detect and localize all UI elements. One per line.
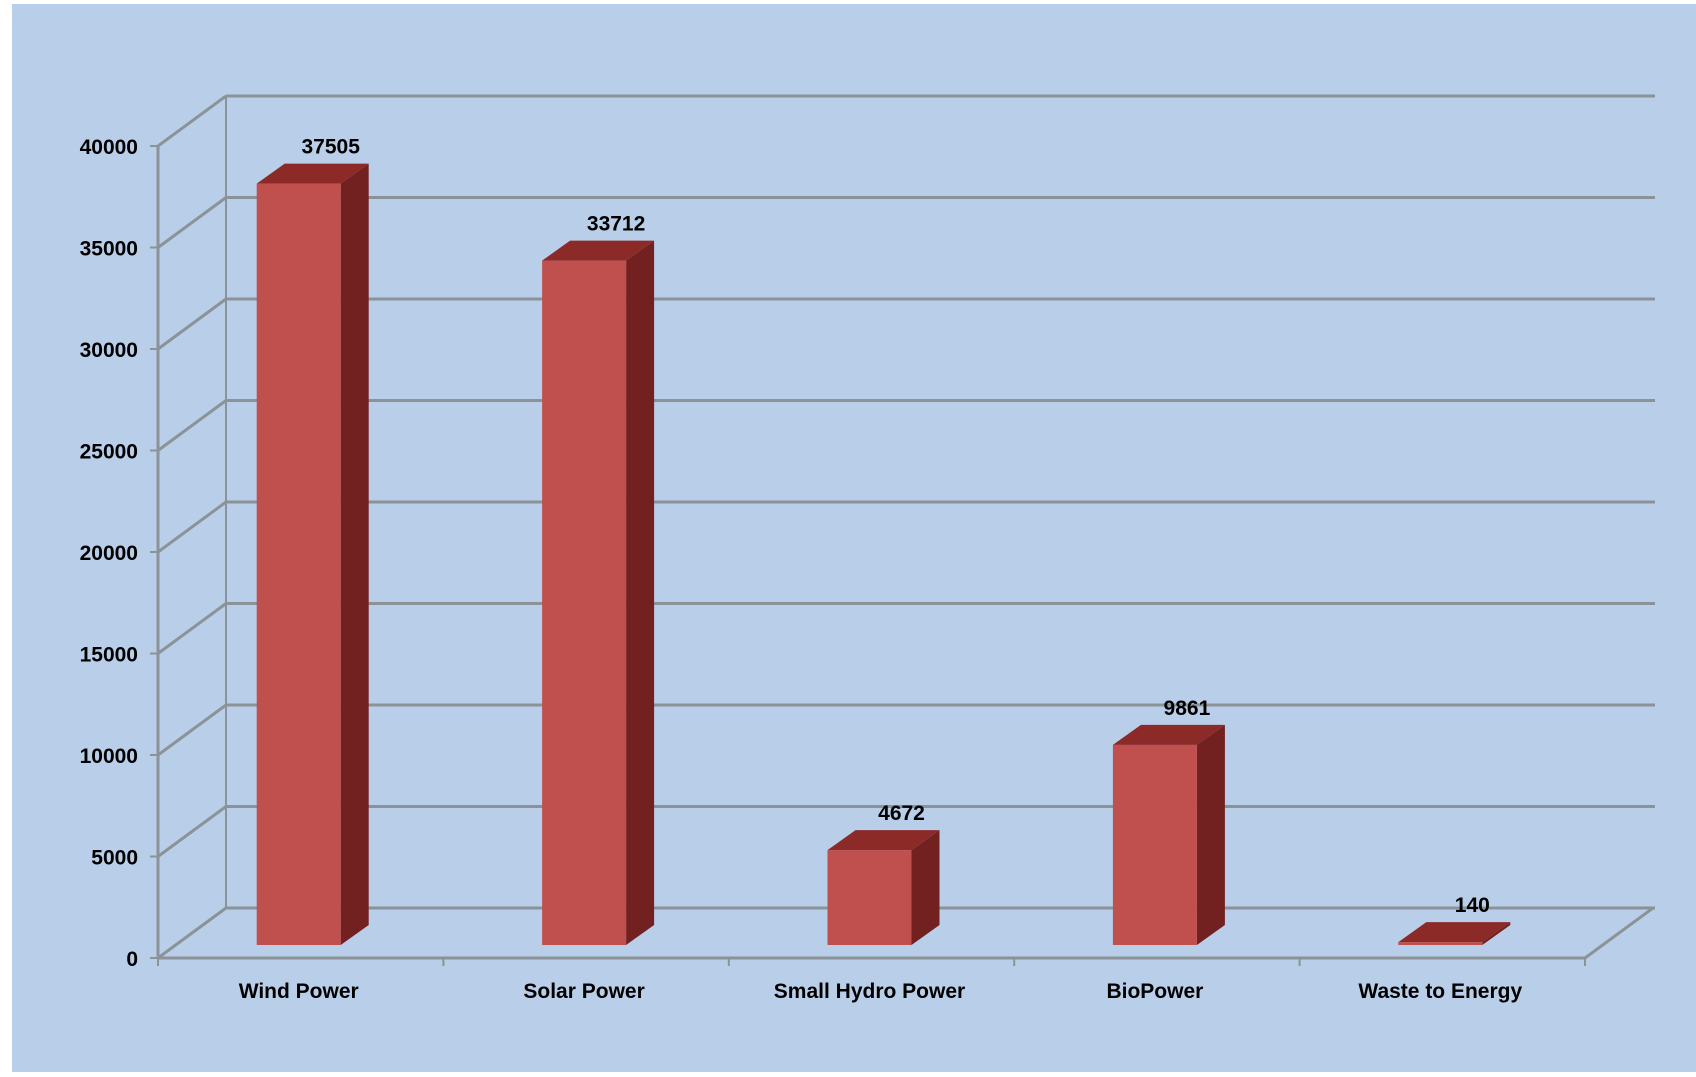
gridlines (150, 94, 1655, 966)
bar-front (256, 183, 341, 945)
bar-side (911, 830, 940, 945)
bar-side (1482, 922, 1511, 945)
bar-top (827, 830, 940, 851)
gridline-diagonal (157, 399, 227, 452)
bar-top (542, 240, 655, 261)
gridline-diagonal (157, 297, 227, 351)
bar (1398, 922, 1511, 945)
y-tick-label: 20000 (80, 542, 138, 565)
x-tick-label: Wind Power (239, 980, 359, 1003)
y-tick-label: 10000 (80, 745, 138, 768)
gridline-diagonal (157, 602, 227, 655)
x-tick-label: Small Hydro Power (774, 980, 965, 1003)
data-label: 33712 (587, 213, 645, 236)
bar-side (1196, 724, 1225, 945)
data-label: 9861 (1164, 697, 1211, 720)
y-tick-label: 0 (126, 948, 138, 971)
bar-front (542, 260, 627, 946)
gridline-diagonal (157, 196, 227, 249)
gridline-diagonal (157, 805, 227, 858)
y-tick-label: 40000 (80, 136, 138, 159)
bar-top (256, 163, 369, 184)
y-tick-label: 25000 (80, 441, 138, 464)
x-tick-label: BioPower (1106, 980, 1203, 1003)
bars (256, 163, 1511, 946)
data-label: 37505 (301, 136, 360, 159)
x-tick-label: Solar Power (523, 980, 644, 1003)
bar (827, 830, 940, 945)
bar-front (1398, 942, 1483, 945)
gridline-diagonal (157, 906, 227, 960)
bar-top (1398, 922, 1511, 943)
floor-edge (1584, 906, 1654, 960)
bar (1112, 724, 1225, 945)
bar-side (340, 163, 369, 945)
y-tick-label: 30000 (80, 339, 138, 362)
bar (542, 240, 655, 946)
gridline-diagonal (157, 94, 227, 148)
bar-front (1112, 744, 1197, 945)
data-label: 140 (1455, 894, 1490, 917)
gridline-diagonal (157, 703, 227, 757)
y-tick-label: 15000 (80, 644, 138, 667)
y-axis-labels: 0 5000 10000 15000 20000 25000 30000 35000 40000 (80, 136, 138, 971)
gridline-diagonal (157, 500, 227, 554)
y-tick-label: 5000 (91, 847, 138, 870)
bar-front (827, 850, 912, 945)
bar (256, 163, 369, 945)
data-label: 4672 (878, 802, 925, 825)
bar-side (626, 240, 655, 946)
x-tick-label: Waste to Energy (1358, 980, 1522, 1003)
bar-top (1112, 724, 1225, 745)
y-tick-label: 35000 (80, 238, 138, 261)
x-axis-labels: Wind Power Solar Power Small Hydro Power Bi… (239, 980, 1523, 1003)
data-labels: 37505 33712 4672 9861 140 (301, 136, 1489, 918)
